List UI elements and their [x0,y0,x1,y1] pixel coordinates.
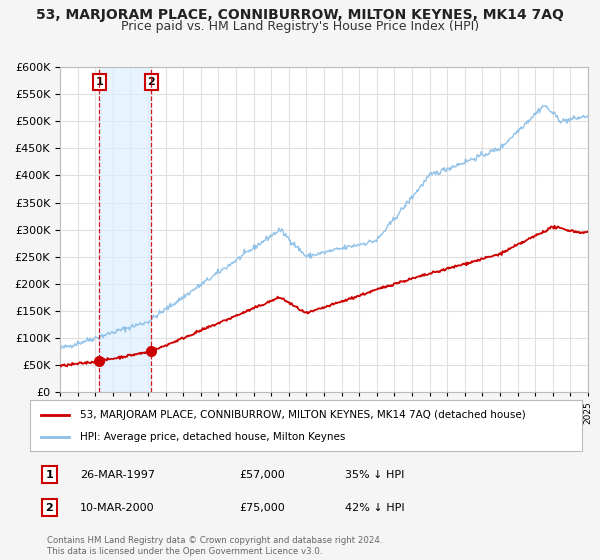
Text: 53, MARJORAM PLACE, CONNIBURROW, MILTON KEYNES, MK14 7AQ (detached house): 53, MARJORAM PLACE, CONNIBURROW, MILTON … [80,409,526,419]
Text: 2: 2 [46,502,53,512]
Text: 35% ↓ HPI: 35% ↓ HPI [344,470,404,480]
Text: £57,000: £57,000 [240,470,286,480]
Text: 1: 1 [46,470,53,480]
Text: Price paid vs. HM Land Registry's House Price Index (HPI): Price paid vs. HM Land Registry's House … [121,20,479,32]
Text: 2: 2 [148,77,155,87]
Text: 42% ↓ HPI: 42% ↓ HPI [344,502,404,512]
Text: 1: 1 [95,77,103,87]
Text: 53, MARJORAM PLACE, CONNIBURROW, MILTON KEYNES, MK14 7AQ: 53, MARJORAM PLACE, CONNIBURROW, MILTON … [36,8,564,22]
Text: HPI: Average price, detached house, Milton Keynes: HPI: Average price, detached house, Milt… [80,432,345,442]
Text: 26-MAR-1997: 26-MAR-1997 [80,470,155,480]
Text: Contains HM Land Registry data © Crown copyright and database right 2024.
This d: Contains HM Land Registry data © Crown c… [47,536,382,556]
Bar [99,67,151,392]
Text: 10-MAR-2000: 10-MAR-2000 [80,502,154,512]
Text: £75,000: £75,000 [240,502,286,512]
